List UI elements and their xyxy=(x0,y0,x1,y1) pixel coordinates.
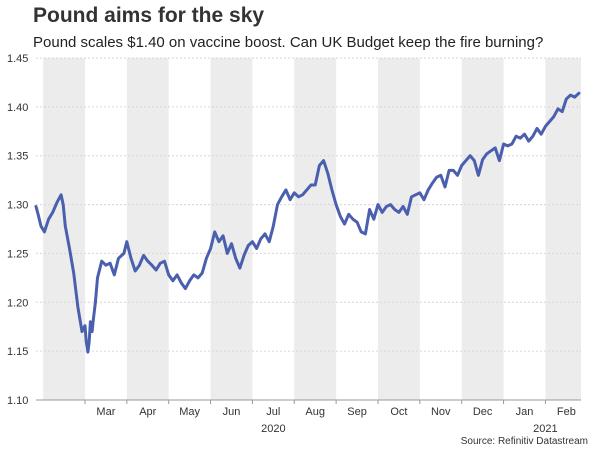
x-tick-label: Jul xyxy=(266,406,280,418)
x-tick-label: Nov xyxy=(431,406,451,418)
y-axis-tick-labels: 1.10 1.15 1.20 1.25 1.30 1.35 1.40 1.45 xyxy=(7,53,28,407)
y-tick-label: 1.30 xyxy=(7,200,28,212)
chart-subtitle: Pound scales $1.40 on vaccine boost. Can… xyxy=(33,34,544,51)
x-axis: Mar Apr May Jun Jul Aug Sep Oct Nov Dec Jan Feb 2020… xyxy=(36,399,581,435)
shade-band-4 xyxy=(377,58,420,400)
shade-band-0 xyxy=(43,58,85,400)
y-tick-label: 1.45 xyxy=(7,53,28,65)
y-tick-label: 1.25 xyxy=(7,248,28,260)
y-tick-label: 1.40 xyxy=(7,102,28,114)
series-lines xyxy=(34,91,581,354)
shade-band-3 xyxy=(294,58,337,400)
x-tick-label: May xyxy=(179,406,200,418)
shade-band-2 xyxy=(210,58,253,400)
y-tick-label: 1.35 xyxy=(7,151,28,163)
shade-band-1 xyxy=(126,58,169,400)
x-tick-label: Oct xyxy=(390,406,407,418)
month-shading-bands xyxy=(43,58,581,400)
x-tick-label: Mar xyxy=(96,406,115,418)
x-tick-label: Feb xyxy=(557,406,576,418)
year-label: 2021 xyxy=(533,423,557,435)
year-label: 2020 xyxy=(261,423,285,435)
x-tick-label: Apr xyxy=(139,406,156,418)
x-tick-label: Dec xyxy=(473,406,493,418)
shade-band-6 xyxy=(545,58,581,400)
y-tick-label: 1.10 xyxy=(7,395,28,407)
series-line-0 xyxy=(34,91,581,354)
x-tick-label: Sep xyxy=(347,406,367,418)
y-tick-label: 1.20 xyxy=(7,297,28,309)
chart-title: Pound aims for the sky xyxy=(33,4,265,27)
y-tick-label: 1.15 xyxy=(7,346,28,358)
x-tick-label: Jan xyxy=(516,406,534,418)
source-note: Source: Refinitiv Datastream xyxy=(461,436,588,447)
shade-band-5 xyxy=(461,58,504,400)
x-tick-label: Aug xyxy=(305,406,325,418)
x-tick-label: Jun xyxy=(223,406,241,418)
